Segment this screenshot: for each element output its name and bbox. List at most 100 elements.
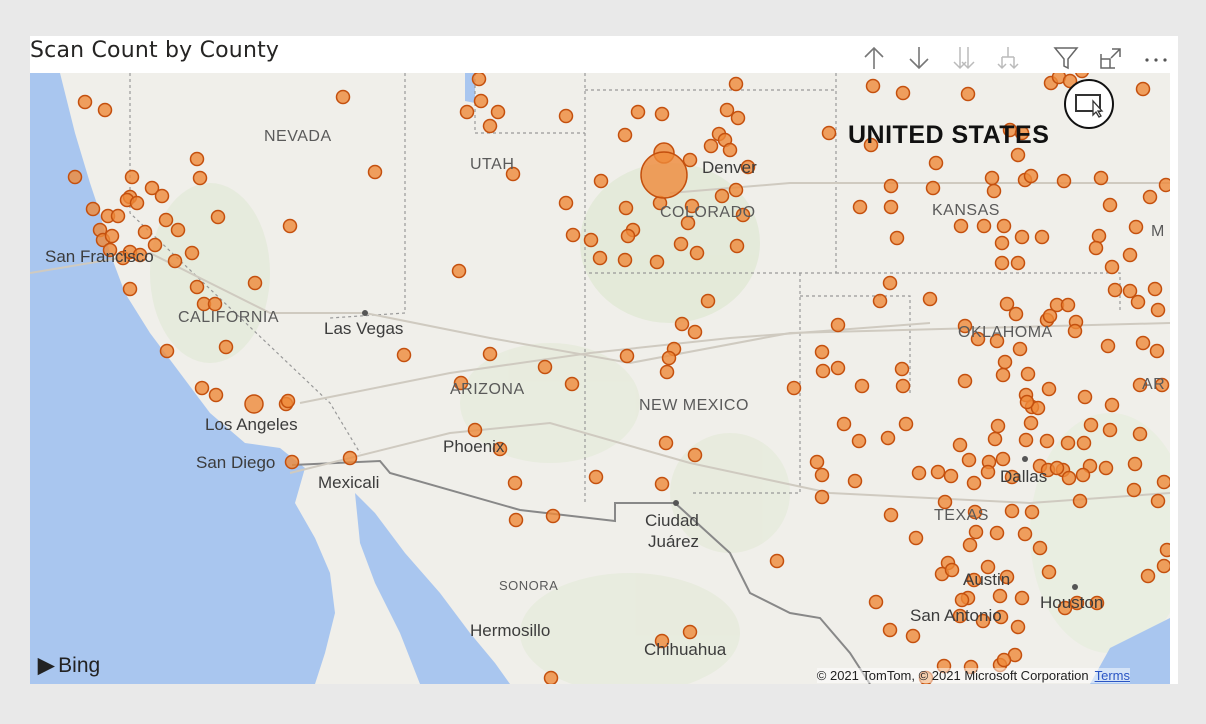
county-bubble[interactable] — [961, 452, 977, 468]
county-bubble[interactable] — [192, 170, 208, 186]
county-bubble[interactable] — [1057, 600, 1073, 616]
county-bubble[interactable] — [1023, 415, 1039, 431]
county-bubble[interactable] — [1150, 302, 1166, 318]
county-bubble[interactable] — [943, 468, 959, 484]
county-bubble[interactable] — [1023, 168, 1039, 184]
county-bubble[interactable] — [980, 559, 996, 575]
county-bubble[interactable] — [473, 93, 489, 109]
county-bubble[interactable] — [1089, 595, 1105, 611]
county-bubble[interactable] — [1104, 397, 1120, 413]
county-bubble[interactable] — [1041, 564, 1057, 580]
county-bubble[interactable] — [543, 670, 559, 685]
expand-next-level-icon[interactable] — [950, 44, 978, 72]
county-bubble[interactable] — [1076, 435, 1092, 451]
county-bubble[interactable] — [1132, 426, 1148, 442]
county-bubble[interactable] — [687, 447, 703, 463]
terms-link[interactable]: Terms — [1094, 668, 1130, 683]
county-bubble[interactable] — [894, 361, 910, 377]
county-bubble[interactable] — [545, 508, 561, 524]
county-bubble[interactable] — [814, 344, 830, 360]
county-bubble[interactable] — [1008, 306, 1024, 322]
county-bubble[interactable] — [658, 435, 674, 451]
county-bubble[interactable] — [1060, 297, 1076, 313]
county-bubble[interactable] — [1019, 394, 1035, 410]
county-bubble[interactable] — [1126, 482, 1142, 498]
county-bubble[interactable] — [1127, 456, 1143, 472]
county-bubble[interactable] — [728, 182, 744, 198]
county-bubble[interactable] — [970, 331, 986, 347]
filter-icon[interactable] — [1052, 44, 1080, 72]
county-bubble[interactable] — [661, 350, 677, 366]
county-bubble[interactable] — [852, 199, 868, 215]
county-bubble[interactable] — [1128, 219, 1144, 235]
county-bubble[interactable] — [1150, 493, 1166, 509]
county-bubble[interactable] — [1049, 460, 1065, 476]
county-bubble[interactable] — [459, 104, 475, 120]
county-bubble[interactable] — [769, 553, 785, 569]
county-bubble[interactable] — [700, 293, 716, 309]
county-bubble[interactable] — [158, 212, 174, 228]
county-bubble[interactable] — [1098, 460, 1114, 476]
county-bubble[interactable] — [167, 253, 183, 269]
county-bubble[interactable] — [1102, 197, 1118, 213]
county-bubble[interactable] — [654, 476, 670, 492]
county-bubble[interactable] — [654, 106, 670, 122]
county-bubble[interactable] — [1083, 417, 1099, 433]
county-bubble[interactable] — [85, 201, 101, 217]
county-bubble[interactable] — [987, 431, 1003, 447]
county-bubble[interactable] — [1072, 493, 1088, 509]
county-bubble[interactable] — [184, 245, 200, 261]
county-bubble[interactable] — [995, 367, 1011, 383]
county-bubble[interactable] — [537, 359, 553, 375]
county-bubble[interactable] — [729, 238, 745, 254]
county-bubble[interactable] — [1014, 590, 1030, 606]
county-bubble[interactable] — [953, 218, 969, 234]
county-bubble[interactable] — [1132, 377, 1148, 393]
county-bubble[interactable] — [1004, 503, 1020, 519]
county-bubble[interactable] — [1140, 568, 1156, 584]
county-bubble[interactable] — [102, 242, 118, 258]
county-bubble[interactable] — [482, 118, 498, 134]
county-bubble[interactable] — [1075, 73, 1089, 79]
county-bubble[interactable] — [895, 85, 911, 101]
county-bubble[interactable] — [1060, 435, 1076, 451]
county-bubble[interactable] — [558, 108, 574, 124]
county-bubble[interactable] — [1135, 81, 1151, 97]
county-bubble[interactable] — [1061, 470, 1077, 486]
county-bubble[interactable] — [588, 469, 604, 485]
county-bubble[interactable] — [1034, 229, 1050, 245]
county-bubble[interactable] — [1102, 422, 1118, 438]
county-bubble[interactable] — [730, 110, 746, 126]
county-bubble[interactable] — [996, 652, 1012, 668]
county-bubble[interactable] — [1075, 467, 1091, 483]
county-bubble[interactable] — [170, 222, 186, 238]
county-bubble[interactable] — [687, 324, 703, 340]
county-bubble[interactable] — [471, 73, 487, 87]
county-bubble[interactable] — [957, 318, 973, 334]
county-bubble[interactable] — [137, 224, 153, 240]
county-bubble[interactable] — [930, 464, 946, 480]
county-bubble[interactable] — [883, 199, 899, 215]
county-bubble[interactable] — [719, 102, 735, 118]
county-bubble[interactable] — [342, 450, 358, 466]
county-bubble[interactable] — [1010, 619, 1026, 635]
county-bubble[interactable] — [505, 166, 521, 182]
county-bubble[interactable] — [1030, 400, 1046, 416]
county-bubble[interactable] — [851, 433, 867, 449]
county-bubble[interactable] — [911, 465, 927, 481]
county-bubble[interactable] — [618, 200, 634, 216]
county-bubble[interactable] — [284, 454, 300, 470]
county-bubble[interactable] — [868, 594, 884, 610]
county-bubble[interactable] — [1067, 323, 1083, 339]
county-bubble[interactable] — [680, 215, 696, 231]
county-bubble[interactable] — [208, 387, 224, 403]
county-bubble[interactable] — [689, 245, 705, 261]
county-bubble[interactable] — [882, 275, 898, 291]
county-bubble[interactable] — [617, 252, 633, 268]
county-bubble[interactable] — [815, 363, 831, 379]
county-bubble[interactable] — [617, 127, 633, 143]
county-bubble[interactable] — [1159, 542, 1171, 558]
county-bubble[interactable] — [654, 633, 670, 649]
county-bubble[interactable] — [467, 422, 483, 438]
county-bubble[interactable] — [975, 613, 991, 629]
